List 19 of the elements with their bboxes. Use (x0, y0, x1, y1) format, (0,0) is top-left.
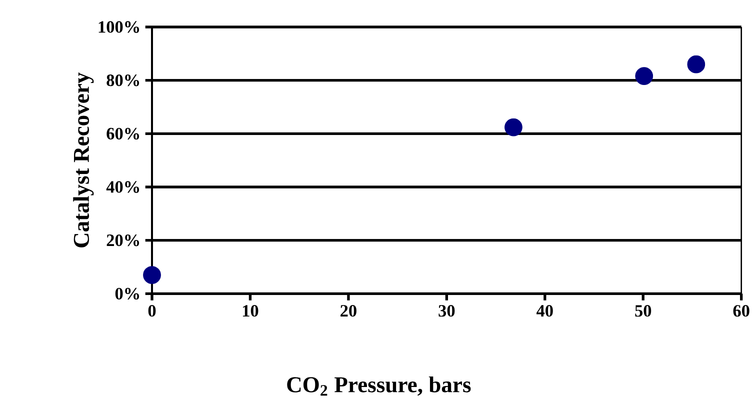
y-tick-label: 100% (98, 21, 140, 33)
x-tick-label: 60 (733, 305, 750, 317)
point (143, 266, 161, 284)
x-tick-label: 0 (148, 305, 156, 317)
x-tick-label: 50 (635, 305, 652, 317)
y-tick-label: 0% (115, 288, 140, 300)
x-tick-label: 40 (536, 305, 553, 317)
y-tick-label: 80% (106, 74, 140, 86)
x-axis-title: CO$_{2}$ Pressure, bars (287, 376, 471, 396)
y-axis-title: Catalyst Recovery (73, 72, 94, 248)
y-tick-label: 20% (106, 234, 140, 246)
point (504, 118, 522, 136)
point (635, 67, 654, 85)
x-tick-label: 10 (242, 305, 258, 317)
x-tick-label: 30 (438, 305, 455, 317)
x-tick-label: 20 (340, 305, 356, 317)
point (687, 55, 706, 74)
y-tick-label: 40% (106, 181, 140, 193)
y-tick-label: 60% (106, 128, 140, 140)
